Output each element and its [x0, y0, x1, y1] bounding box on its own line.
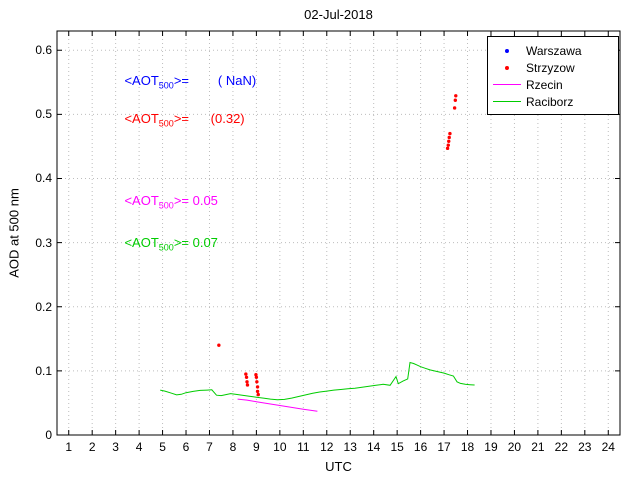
annotation-subscript: 500	[158, 200, 174, 211]
x-tick-label: 6	[182, 440, 190, 454]
annotation-strzyzow-mean: <AOT500>= (0.32)	[110, 96, 245, 144]
annotation-text: <AOT	[124, 193, 159, 208]
legend-label: Raciborz	[526, 94, 574, 109]
x-tick-label: 14	[367, 440, 381, 454]
legend-label: Strzyzow	[526, 60, 575, 75]
strzyzow-dot-marker	[488, 65, 526, 70]
x-tick-label: 18	[460, 440, 475, 454]
annotation-subscript: 500	[158, 242, 174, 253]
x-tick-label: 11	[297, 440, 310, 454]
y-tick-label: 0	[45, 428, 52, 442]
x-tick-label: 23	[578, 440, 592, 454]
dot-marker-swatch	[505, 65, 509, 70]
y-axis-label: AOD at 500 nm	[6, 188, 22, 278]
annotation-text: >=	[173, 73, 189, 88]
x-tick-label: 8	[229, 440, 237, 454]
legend-label: Warszawa	[526, 43, 582, 58]
legend-entry-raciborz: Raciborz	[488, 93, 618, 110]
x-tick-label: 12	[320, 440, 334, 454]
x-tick-label: 17	[437, 440, 451, 454]
rzecin-line-marker	[488, 84, 526, 85]
line-marker-swatch	[493, 84, 521, 85]
x-axis-label: UTC	[325, 459, 352, 474]
annotation-text: <AOT	[124, 73, 159, 88]
y-tick-label: 0.2	[35, 299, 52, 314]
legend-entry-warszawa: Warszawa	[488, 42, 618, 59]
x-tick-label: 16	[413, 440, 428, 454]
annotation-value: ( NaN)	[189, 73, 257, 88]
legend-entry-rzecin: Rzecin	[488, 76, 618, 93]
x-tick-label: 5	[159, 440, 166, 454]
annotation-value: 0.05	[189, 193, 218, 208]
annotation-text: <AOT	[124, 111, 159, 126]
x-tick-label: 2	[88, 440, 96, 454]
annotation-rzecin-mean: <AOT500>= 0.05	[110, 178, 218, 226]
x-tick-label: 4	[135, 440, 143, 454]
chart-title: 02-Jul-2018	[304, 7, 373, 22]
raciborz-line-marker	[488, 101, 526, 102]
x-tick-label: 24	[601, 440, 615, 454]
x-tick-label: 20	[507, 440, 522, 454]
y-tick-label: 0.6	[35, 43, 52, 58]
annotation-text: <AOT	[124, 235, 159, 250]
y-tick-label: 0.5	[35, 107, 52, 122]
x-tick-label: 21	[531, 440, 545, 454]
legend-label: Rzecin	[526, 77, 563, 92]
x-tick-label: 10	[273, 440, 287, 454]
y-tick-label: 0.4	[35, 171, 52, 186]
y-tick-label: 0.1	[35, 363, 52, 378]
x-tick-label: 15	[390, 440, 404, 454]
x-tick-label: 22	[554, 440, 569, 454]
y-tick-label: 0.3	[35, 235, 52, 250]
legend-entry-strzyzow: Strzyzow	[488, 59, 618, 76]
annotation-subscript: 500	[158, 118, 174, 129]
dot-marker-swatch	[505, 48, 509, 53]
annotation-value: 0.07	[189, 235, 218, 250]
x-tick-label: 9	[253, 440, 260, 454]
annotation-text: >=	[173, 111, 189, 126]
annotation-subscript: 500	[158, 80, 174, 91]
legend: Warszawa Strzyzow Rzecin Raciborz	[487, 36, 619, 115]
x-tick-label: 7	[206, 440, 213, 454]
annotation-warszawa-mean: <AOT500>= ( NaN)	[110, 58, 256, 106]
annotation-text: >=	[173, 193, 189, 208]
warszawa-dot-marker	[488, 48, 526, 53]
x-tick-label: 13	[343, 440, 357, 454]
x-tick-label: 19	[484, 440, 498, 454]
x-tick-label: 1	[65, 440, 73, 454]
annotation-text: >=	[173, 235, 189, 250]
x-tick-label: 3	[112, 440, 119, 454]
annotation-value: (0.32)	[189, 111, 245, 126]
annotation-raciborz-mean: <AOT500>= 0.07	[110, 220, 218, 268]
line-marker-swatch	[493, 101, 521, 102]
